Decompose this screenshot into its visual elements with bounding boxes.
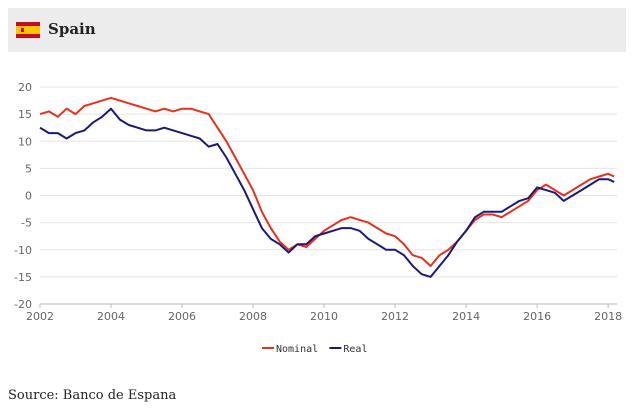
x-tick-label: 2018 bbox=[594, 310, 622, 323]
y-tick-label: 15 bbox=[18, 108, 32, 121]
source-note: Source: Banco de Espana bbox=[8, 388, 177, 403]
x-tick-label: 2014 bbox=[452, 310, 480, 323]
y-tick-label: -10 bbox=[14, 244, 32, 257]
spain-flag-icon bbox=[16, 22, 40, 38]
series-line-nominal bbox=[39, 96, 615, 267]
x-tick-label: 2012 bbox=[381, 310, 409, 323]
header-bar: Spain bbox=[8, 8, 626, 52]
y-tick-label: -20 bbox=[14, 298, 32, 311]
y-tick-label: 5 bbox=[25, 162, 32, 175]
x-tick-label: 2016 bbox=[523, 310, 551, 323]
y-tick-label: 20 bbox=[18, 81, 32, 94]
y-tick-label: -15 bbox=[14, 271, 32, 284]
x-tick-label: 2004 bbox=[97, 310, 125, 323]
y-tick-label: 10 bbox=[18, 135, 32, 148]
x-tick-label: 2008 bbox=[239, 310, 267, 323]
series-line-real bbox=[39, 107, 615, 278]
legend-label-real: Real bbox=[343, 344, 367, 355]
x-tick-label: 2006 bbox=[168, 310, 196, 323]
y-tick-label: 0 bbox=[25, 190, 32, 203]
page-title: Spain bbox=[48, 20, 96, 38]
x-tick-label: 2002 bbox=[26, 310, 54, 323]
y-tick-label: -5 bbox=[21, 217, 32, 230]
x-tick-label: 2010 bbox=[310, 310, 338, 323]
legend-label-nominal: Nominal bbox=[276, 344, 318, 355]
